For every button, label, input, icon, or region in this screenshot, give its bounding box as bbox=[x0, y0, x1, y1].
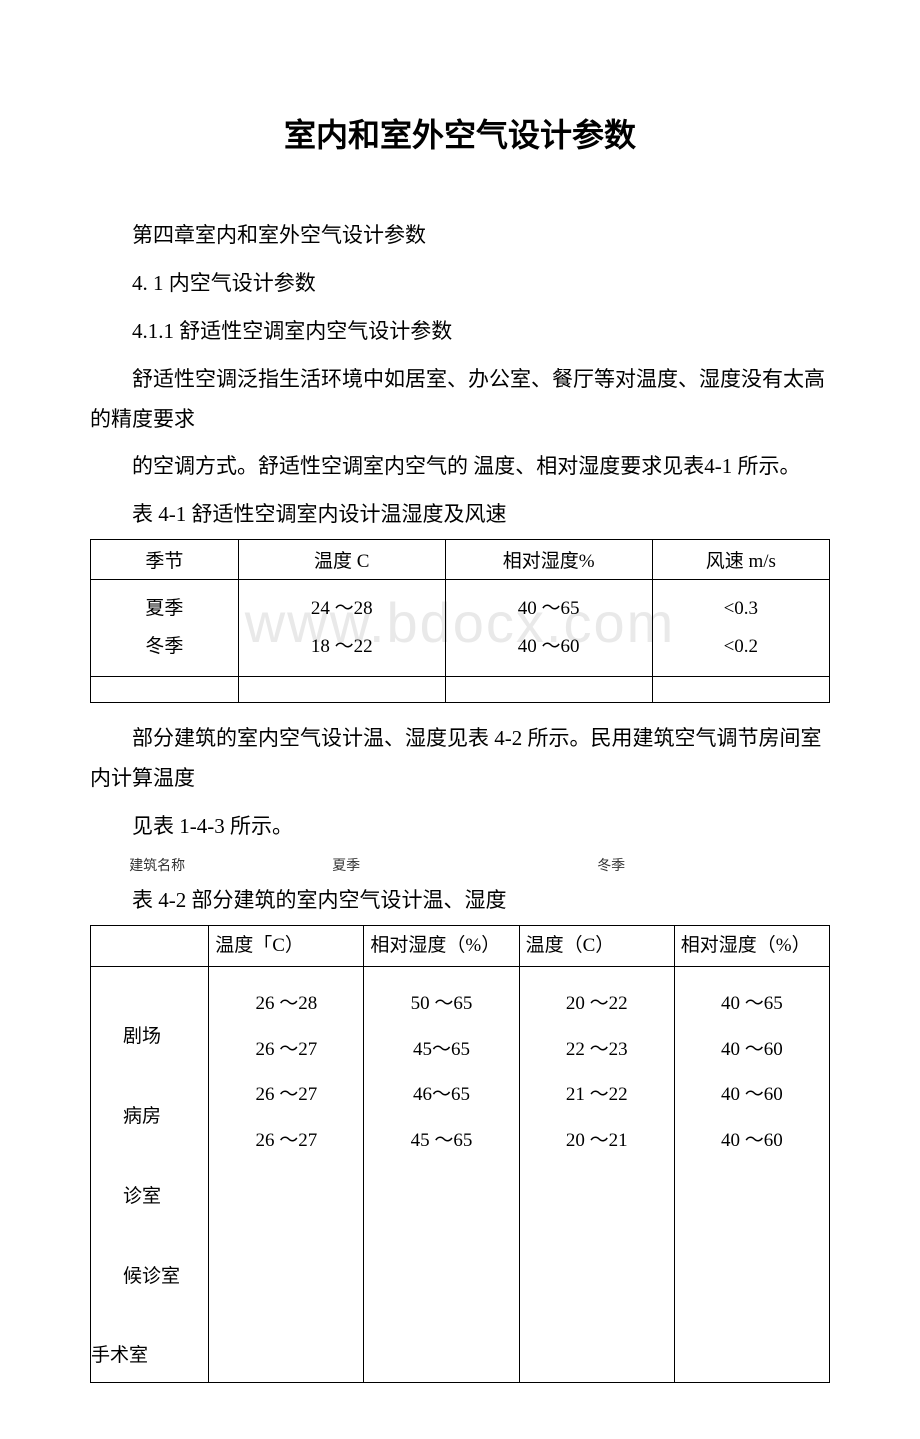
table-cell bbox=[91, 677, 239, 703]
table-cell bbox=[445, 677, 652, 703]
row-name: 候诊室 bbox=[109, 1266, 180, 1287]
table-cell: <0.3 <0.2 bbox=[652, 580, 829, 677]
table-row: 夏季 冬季 24 ～28 18 ～22 40 ～65 40 ～60 <0.3 <… bbox=[91, 580, 830, 677]
paragraph-body: 舒适性空调泛指生活环境中如居室、办公室、餐厅等对温度、湿度没有太高的精度要求 bbox=[90, 360, 830, 440]
table-2: 温度「C） 相对湿度（%） 温度（C） 相对湿度（%） 剧场 病房 诊室 候诊室… bbox=[90, 925, 830, 1383]
season-header-cell: 夏季 bbox=[332, 855, 360, 875]
table-cell-names: 剧场 病房 诊室 候诊室 手术室 bbox=[91, 967, 209, 1383]
row-name: 病房 bbox=[109, 1106, 161, 1127]
table-header-cell: 温度「C） bbox=[209, 925, 364, 967]
table-header-cell: 风速 m/s bbox=[652, 540, 829, 580]
table2-caption: 表 4-2 部分建筑的室内空气设计温、湿度 bbox=[90, 881, 830, 921]
paragraph-chapter: 第四章室内和室外空气设计参数 bbox=[90, 216, 830, 256]
row-name: 手术室 bbox=[91, 1345, 148, 1366]
paragraph-body: 见表 1-4-3 所示。 bbox=[90, 807, 830, 847]
table1-caption: 表 4-1 舒适性空调室内设计温湿度及风速 bbox=[90, 495, 830, 535]
table-cell: 40 ～65 40 ～60 bbox=[445, 580, 652, 677]
document-content: 室内和室外空气设计参数 第四章室内和室外空气设计参数 4. 1 内空气设计参数 … bbox=[90, 110, 830, 1383]
paragraph-body: 的空调方式。舒适性空调室内空气的 温度、相对湿度要求见表4-1 所示。 bbox=[90, 447, 830, 487]
table-header-cell: 相对湿度% bbox=[445, 540, 652, 580]
paragraph-subsection: 4.1.1 舒适性空调室内空气设计参数 bbox=[90, 312, 830, 352]
table-header-row: 温度「C） 相对湿度（%） 温度（C） 相对湿度（%） bbox=[91, 925, 830, 967]
table-header-row: 季节 温度 C 相对湿度% 风速 m/s bbox=[91, 540, 830, 580]
row-name: 诊室 bbox=[109, 1186, 161, 1207]
table-header-cell bbox=[91, 925, 209, 967]
table-header-cell: 相对湿度（%） bbox=[674, 925, 829, 967]
table-cell bbox=[238, 677, 445, 703]
table-header-cell: 季节 bbox=[91, 540, 239, 580]
season-header-cell: 冬季 bbox=[597, 855, 625, 875]
table-cell: 20 ～22 22 ～23 21 ～22 20 ～21 bbox=[519, 967, 674, 1383]
row-name: 剧场 bbox=[109, 1026, 161, 1047]
table-header-cell: 温度 C bbox=[238, 540, 445, 580]
paragraph-section: 4. 1 内空气设计参数 bbox=[90, 264, 830, 304]
page-title: 室内和室外空气设计参数 bbox=[90, 110, 830, 156]
table-header-cell: 温度（C） bbox=[519, 925, 674, 967]
table-header-cell: 相对湿度（%） bbox=[364, 925, 519, 967]
table-row bbox=[91, 677, 830, 703]
paragraph-body: 部分建筑的室内空气设计温、湿度见表 4-2 所示。民用建筑空气调节房间室内计算温… bbox=[90, 719, 830, 799]
table-cell: 40 ～65 40 ～60 40 ～60 40 ～60 bbox=[674, 967, 829, 1383]
table-cell: 50 ～65 45～65 46～65 45 ～65 bbox=[364, 967, 519, 1383]
table-cell: 夏季 冬季 bbox=[91, 580, 239, 677]
season-header-row: 建筑名称 夏季 冬季 bbox=[90, 855, 830, 875]
table-1: 季节 温度 C 相对湿度% 风速 m/s 夏季 冬季 24 ～28 18 ～22… bbox=[90, 539, 830, 703]
table-cell: 26 ～28 26 ～27 26 ～27 26 ～27 bbox=[209, 967, 364, 1383]
season-header-cell: 建筑名称 bbox=[129, 855, 185, 875]
table-cell bbox=[652, 677, 829, 703]
table-row: 剧场 病房 诊室 候诊室 手术室 26 ～28 26 ～27 26 ～27 26… bbox=[91, 967, 830, 1383]
table-cell: 24 ～28 18 ～22 bbox=[238, 580, 445, 677]
